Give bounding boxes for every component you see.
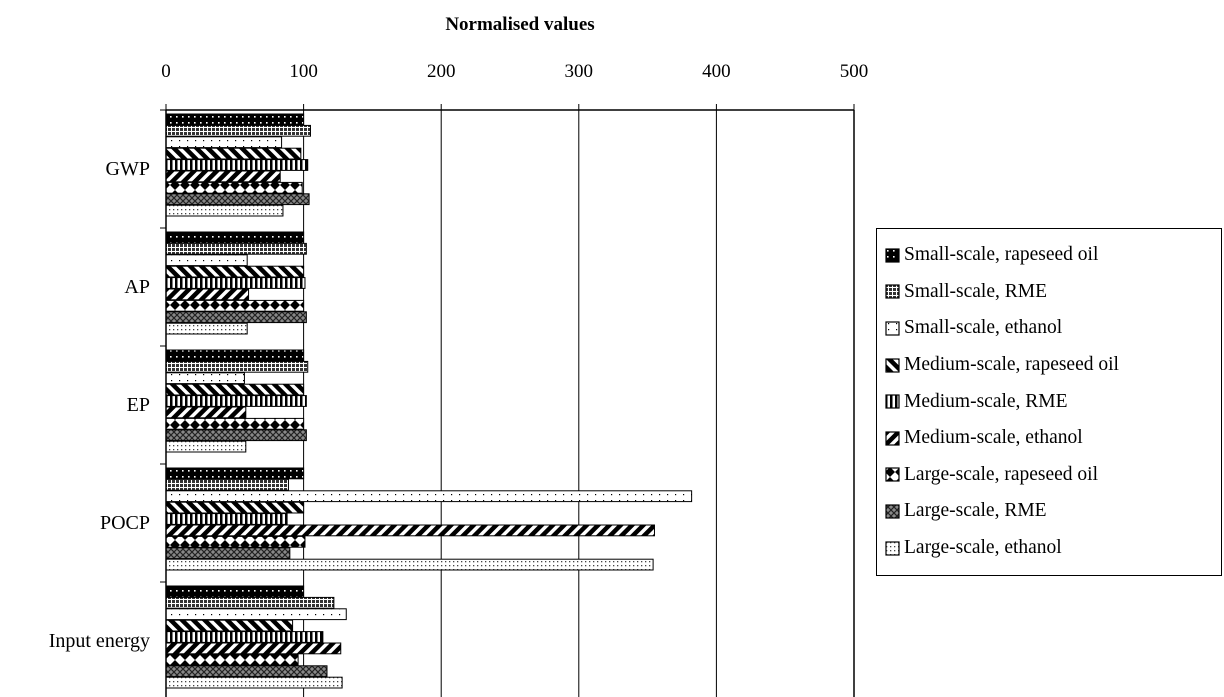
bar — [165, 642, 342, 655]
bar — [165, 170, 281, 183]
legend-label: Large-scale, rapeseed oil — [904, 463, 1098, 485]
x-tick-label: 200 — [427, 61, 456, 82]
bar — [165, 181, 303, 194]
bar — [165, 619, 294, 632]
x-tick-label: 100 — [289, 61, 318, 82]
bar — [165, 653, 299, 666]
legend-label: Large-scale, RME — [904, 500, 1047, 522]
legend-swatch — [885, 467, 900, 482]
bar — [165, 631, 324, 643]
bar — [165, 440, 247, 453]
legend-swatch — [885, 284, 900, 299]
bar — [165, 524, 655, 537]
bar — [165, 360, 309, 373]
x-tick-label: 500 — [840, 61, 869, 82]
bar — [165, 254, 248, 267]
legend-swatch — [885, 248, 900, 263]
bar — [165, 429, 307, 442]
bars — [165, 113, 693, 689]
legend-swatch — [885, 321, 900, 336]
bar — [165, 558, 654, 571]
legend-item: Medium-scale, RME — [885, 383, 1221, 420]
bar — [165, 124, 311, 137]
bar — [165, 478, 289, 491]
legend-label: Small-scale, RME — [904, 280, 1047, 302]
x-tick-labels: 0 100 200 300 400 500 — [161, 61, 868, 82]
legend-swatch — [885, 504, 900, 519]
legend-label: Small-scale, ethanol — [904, 317, 1063, 339]
bar — [165, 585, 305, 598]
legend-label: Medium-scale, ethanol — [904, 427, 1083, 449]
bar — [165, 204, 284, 217]
legend-label: Medium-scale, rapeseed oil — [904, 354, 1119, 376]
bar — [165, 242, 307, 255]
legend-item: Medium-scale, ethanol — [885, 420, 1221, 457]
bar — [165, 490, 693, 503]
legend-swatch — [885, 431, 900, 446]
legend-label: Large-scale, ethanol — [904, 537, 1062, 559]
legend-item: Large-scale, rapeseed oil — [885, 457, 1221, 494]
bar — [165, 513, 288, 525]
bar — [165, 193, 310, 206]
bar — [165, 547, 291, 560]
category-label: EP — [127, 394, 150, 416]
x-tick-label: 400 — [702, 61, 731, 82]
legend-swatch — [885, 394, 900, 409]
bar — [165, 535, 306, 548]
bar — [165, 147, 302, 160]
bar — [165, 322, 248, 335]
bar — [165, 349, 305, 362]
legend-item: Large-scale, RME — [885, 493, 1221, 530]
axes — [160, 104, 855, 697]
bar — [165, 265, 305, 278]
legend-swatch — [885, 357, 900, 373]
bar — [165, 136, 283, 149]
bar — [165, 596, 335, 609]
x-tick-label: 0 — [161, 61, 171, 82]
category-label: GWP — [106, 158, 150, 180]
legend-item: Large-scale, ethanol — [885, 530, 1221, 567]
legend: Small-scale, rapeseed oil Small-scale, RM… — [876, 228, 1222, 576]
bar — [165, 406, 247, 419]
category-label: Input energy — [49, 630, 150, 652]
legend-label: Small-scale, rapeseed oil — [904, 244, 1099, 266]
category-labels: GWP AP EP POCP Input energy — [49, 158, 150, 652]
legend-label: Medium-scale, RME — [904, 390, 1068, 412]
bar — [165, 676, 343, 689]
bar — [165, 383, 305, 396]
legend-item: Small-scale, rapeseed oil — [885, 237, 1221, 274]
x-tick-label: 300 — [565, 61, 594, 82]
legend-item: Medium-scale, rapeseed oil — [885, 347, 1221, 384]
bar — [165, 372, 245, 385]
bar — [165, 299, 305, 312]
category-label: AP — [124, 276, 150, 298]
legend-swatch — [885, 540, 900, 556]
bar — [165, 501, 305, 514]
bar — [165, 311, 307, 324]
category-label: POCP — [100, 512, 150, 534]
chart-title: Normalised values — [445, 14, 595, 35]
legend-item: Small-scale, RME — [885, 274, 1221, 311]
bar — [165, 277, 306, 289]
gridlines — [303, 110, 855, 697]
bar — [165, 665, 328, 678]
bar — [165, 395, 307, 407]
bar — [165, 288, 250, 301]
bar — [165, 113, 305, 126]
bar — [165, 159, 309, 171]
bar — [165, 608, 347, 621]
bar — [165, 231, 305, 244]
bar — [165, 467, 305, 480]
legend-item: Small-scale, ethanol — [885, 310, 1221, 347]
bar — [165, 417, 305, 430]
